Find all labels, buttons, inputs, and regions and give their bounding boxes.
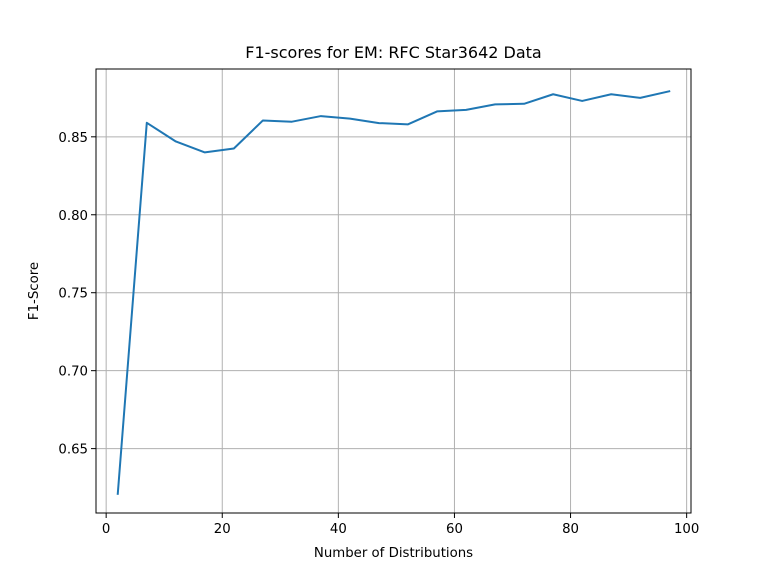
chart-title: F1-scores for EM: RFC Star3642 Data <box>245 43 541 62</box>
y-axis-label: F1-Score <box>27 262 42 320</box>
y-tick-label: 0.75 <box>58 287 88 302</box>
x-tick-label: 60 <box>446 522 463 537</box>
x-tick-label: 0 <box>102 522 110 537</box>
x-tick-label: 20 <box>214 522 231 537</box>
y-tick-label: 0.65 <box>58 443 88 458</box>
x-tick-label: 100 <box>674 522 699 537</box>
y-tick-label: 0.85 <box>58 131 88 146</box>
y-tick-label: 0.80 <box>58 209 88 224</box>
x-axis-label: Number of Distributions <box>314 546 473 561</box>
x-tick-label: 40 <box>330 522 347 537</box>
y-tick-label: 0.70 <box>58 365 88 380</box>
x-tick-label: 80 <box>562 522 579 537</box>
